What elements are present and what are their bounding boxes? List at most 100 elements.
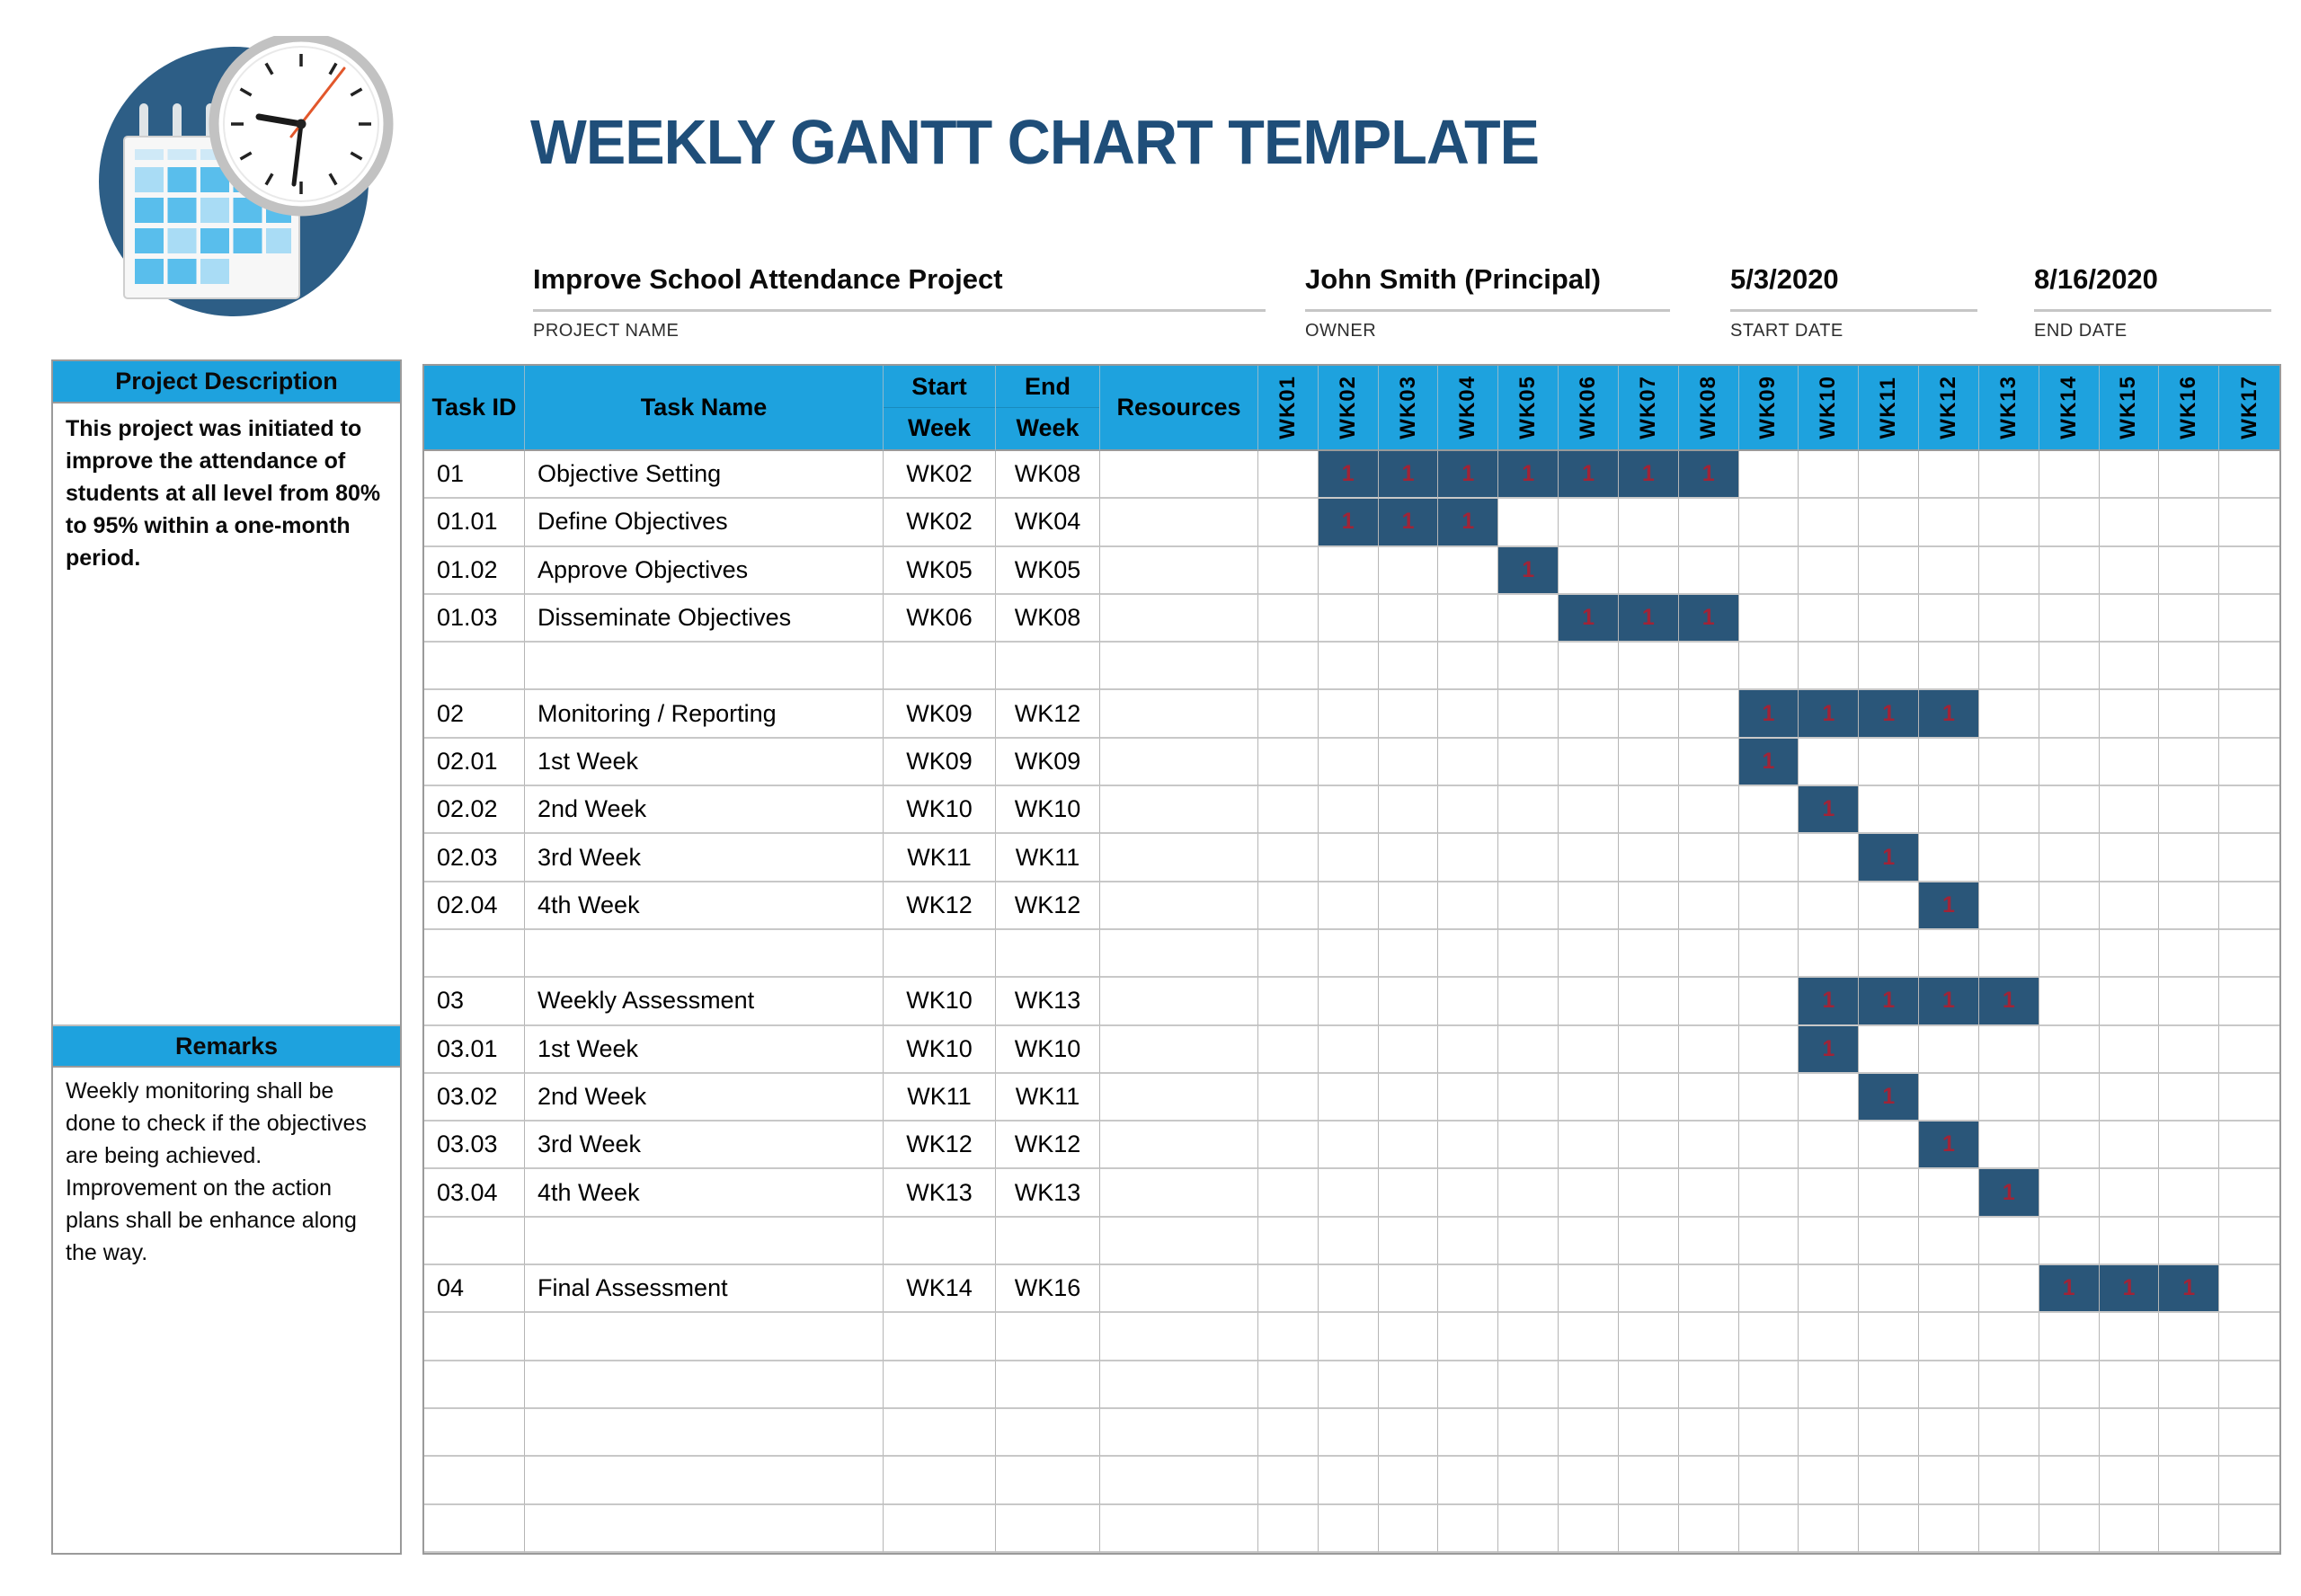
week-cell[interactable] (2219, 1361, 2279, 1409)
week-cell[interactable] (1738, 1408, 1799, 1458)
week-cell[interactable] (1859, 1504, 1920, 1553)
start-week-cell[interactable]: WK11 (884, 1073, 996, 1122)
week-cell[interactable] (2039, 1504, 2100, 1553)
end-week-cell[interactable]: WK08 (996, 451, 1100, 500)
week-cell[interactable] (1678, 1313, 1739, 1361)
task-name-cell[interactable] (525, 1217, 884, 1266)
week-cell[interactable] (2219, 930, 2279, 979)
week-cell[interactable] (1738, 1025, 1799, 1074)
task-name-cell[interactable]: 2nd Week (525, 786, 884, 835)
week-cell[interactable] (1978, 594, 2039, 643)
week-cell[interactable] (2219, 595, 2279, 643)
start-week-cell[interactable]: WK12 (884, 1122, 996, 1170)
week-cell[interactable] (2039, 1073, 2100, 1122)
end-week-cell[interactable] (996, 929, 1100, 979)
week-cell[interactable] (1258, 690, 1319, 739)
week-cell[interactable] (1258, 738, 1319, 787)
week-cell[interactable] (1438, 1073, 1499, 1122)
week-cell[interactable] (1919, 1408, 1979, 1458)
week-cell[interactable] (2099, 1313, 2160, 1361)
week-cell[interactable] (1258, 1122, 1319, 1170)
gantt-bar-cell[interactable]: 1 (1438, 451, 1499, 500)
week-cell[interactable] (1859, 929, 1920, 979)
week-cell[interactable] (1378, 738, 1439, 787)
week-cell[interactable] (1378, 834, 1439, 882)
task-id-cell[interactable]: 03.03 (424, 1122, 525, 1170)
week-cell[interactable] (1438, 882, 1499, 930)
week-cell[interactable] (1618, 929, 1679, 979)
end-week-cell[interactable] (996, 1361, 1100, 1409)
week-cell[interactable] (1438, 1408, 1499, 1458)
resources-cell[interactable] (1100, 1313, 1258, 1361)
week-cell[interactable] (1859, 1169, 1920, 1218)
week-cell[interactable] (1678, 546, 1739, 595)
week-cell[interactable] (1378, 1122, 1439, 1170)
start-week-cell[interactable]: WK10 (884, 1025, 996, 1074)
task-name-cell[interactable] (525, 1504, 884, 1553)
week-cell[interactable] (2039, 546, 2100, 595)
week-cell[interactable] (1378, 546, 1439, 595)
week-cell[interactable] (1859, 1025, 1920, 1074)
week-cell[interactable] (1678, 882, 1739, 930)
week-cell[interactable] (1559, 1122, 1619, 1170)
week-cell[interactable] (1799, 451, 1860, 500)
task-name-cell[interactable] (525, 1457, 884, 1505)
week-cell[interactable] (2099, 690, 2160, 739)
week-cell[interactable] (1978, 1073, 2039, 1122)
end-week-cell[interactable]: WK08 (996, 594, 1100, 643)
week-cell[interactable] (1258, 1265, 1319, 1314)
week-cell[interactable] (2159, 929, 2220, 979)
week-cell[interactable] (2159, 1122, 2220, 1170)
resources-cell[interactable] (1100, 1169, 1258, 1218)
gantt-bar-cell[interactable]: 1 (1799, 786, 1860, 835)
gantt-bar-cell[interactable]: 1 (1438, 499, 1499, 547)
week-cell[interactable] (2159, 546, 2220, 595)
week-cell[interactable] (1318, 643, 1379, 691)
resources-cell[interactable] (1100, 1217, 1258, 1266)
task-id-cell[interactable]: 01 (424, 451, 525, 500)
week-cell[interactable] (1559, 1457, 1619, 1505)
week-cell[interactable] (1318, 1122, 1379, 1170)
week-cell[interactable] (1738, 546, 1799, 595)
week-cell[interactable] (1978, 786, 2039, 835)
week-cell[interactable] (1498, 1408, 1559, 1458)
week-cell[interactable] (1378, 882, 1439, 930)
end-week-cell[interactable]: WK10 (996, 786, 1100, 835)
week-cell[interactable] (1318, 1408, 1379, 1458)
week-cell[interactable] (2039, 786, 2100, 835)
end-week-cell[interactable] (996, 1457, 1100, 1505)
week-cell[interactable] (1859, 643, 1920, 691)
week-cell[interactable] (1318, 594, 1379, 643)
task-id-cell[interactable] (424, 1408, 525, 1458)
week-cell[interactable] (2099, 1457, 2160, 1505)
week-cell[interactable] (1738, 786, 1799, 835)
week-cell[interactable] (1378, 1217, 1439, 1266)
week-cell[interactable] (1618, 1217, 1679, 1266)
week-cell[interactable] (1258, 1169, 1319, 1218)
week-cell[interactable] (1618, 690, 1679, 739)
week-cell[interactable] (1799, 1265, 1860, 1314)
week-cell[interactable] (1498, 1265, 1559, 1314)
task-id-cell[interactable]: 03.02 (424, 1073, 525, 1122)
gantt-bar-cell[interactable]: 1 (1678, 594, 1739, 643)
week-cell[interactable] (1438, 1504, 1499, 1553)
week-cell[interactable] (2039, 1025, 2100, 1074)
week-cell[interactable] (1678, 1122, 1739, 1170)
week-cell[interactable] (1859, 594, 1920, 643)
week-cell[interactable] (1919, 451, 1979, 500)
resources-cell[interactable] (1100, 1408, 1258, 1458)
week-cell[interactable] (1258, 499, 1319, 547)
week-cell[interactable] (1678, 1169, 1739, 1218)
week-cell[interactable] (1438, 1313, 1499, 1361)
week-cell[interactable] (1799, 738, 1860, 787)
week-cell[interactable] (1498, 834, 1559, 882)
week-cell[interactable] (1738, 1361, 1799, 1409)
week-cell[interactable] (2219, 1409, 2279, 1458)
start-week-cell[interactable] (884, 929, 996, 979)
week-cell[interactable] (1859, 546, 1920, 595)
task-name-cell[interactable] (525, 1361, 884, 1409)
week-cell[interactable] (1258, 1361, 1319, 1409)
week-cell[interactable] (1678, 1217, 1739, 1266)
week-cell[interactable] (1859, 1265, 1920, 1314)
gantt-bar-cell[interactable]: 1 (1559, 594, 1619, 643)
